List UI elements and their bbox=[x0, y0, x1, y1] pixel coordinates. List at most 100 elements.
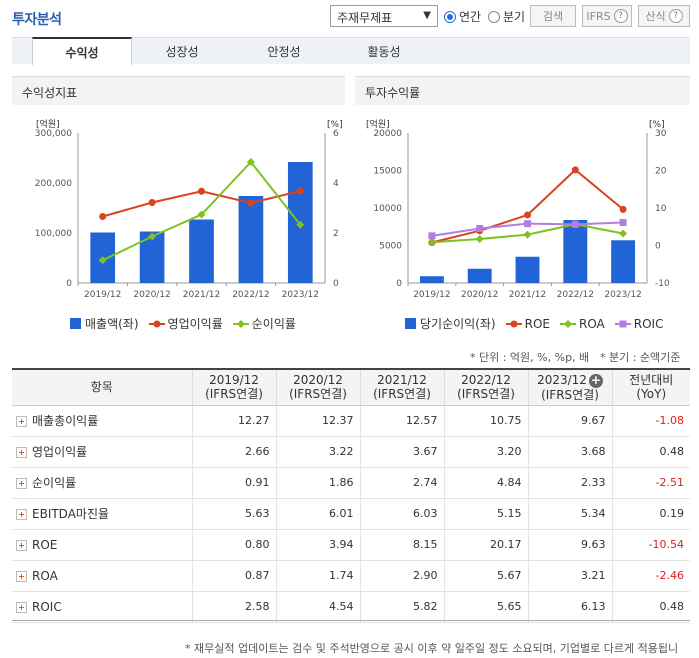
row-label: 순이익률 bbox=[32, 476, 77, 490]
value-cell: 6.03 bbox=[359, 498, 444, 530]
value-cell: 5.63 bbox=[191, 498, 276, 530]
tab-profitability[interactable]: 수익성 bbox=[32, 37, 132, 65]
x-tick-label: 2021/12 bbox=[509, 290, 546, 300]
row-label-cell[interactable]: ROIC bbox=[12, 591, 192, 623]
tab-growth[interactable]: 성장성 bbox=[132, 38, 232, 64]
expand-icon[interactable] bbox=[16, 509, 27, 520]
formula-button[interactable]: 산식 ? bbox=[638, 5, 690, 27]
radio-annual[interactable]: 연간 bbox=[444, 8, 481, 25]
data-point bbox=[296, 187, 304, 195]
row-label-cell[interactable]: ROE bbox=[12, 529, 192, 561]
expand-icon[interactable] bbox=[16, 416, 27, 427]
data-point bbox=[427, 238, 436, 247]
value-cell: 3.94 bbox=[275, 529, 360, 561]
value-cell: 5.65 bbox=[443, 591, 528, 623]
add-column-icon[interactable]: + bbox=[588, 372, 603, 388]
value-cell: 3.67 bbox=[359, 436, 444, 468]
header-yoy: 전년대비 (YoY) bbox=[611, 369, 690, 406]
table-header-row: 항목 2019/12 (IFRS연결) 2020/12 (IFRS연결) 2021/… bbox=[12, 369, 690, 406]
investment-return-chart-title: 투자수익률 bbox=[355, 77, 690, 105]
table-row: EBITDA마진율 5.63 6.01 6.03 5.15 5.34 0.19 bbox=[12, 498, 690, 530]
value-cell: 10.75 bbox=[443, 405, 528, 437]
help-icon: ? bbox=[668, 9, 683, 23]
y-tick-label-left: 100,000 bbox=[35, 229, 72, 239]
value-cell: 3.20 bbox=[443, 436, 528, 468]
row-label: ROE bbox=[32, 537, 58, 552]
expand-icon[interactable] bbox=[16, 447, 27, 458]
ifrs-button[interactable]: IFRS ? bbox=[582, 5, 632, 27]
data-point bbox=[619, 229, 628, 238]
investment-return-chart-panel: 투자수익률 [억원] [%] 20000 15000 10000 5000 0 30 20 10 0… bbox=[355, 76, 690, 338]
row-label: 영업이익률 bbox=[32, 445, 88, 459]
legend-line-swatch bbox=[505, 320, 522, 327]
expand-icon[interactable] bbox=[16, 478, 27, 489]
y-axis-unit-right: [%] bbox=[327, 120, 343, 130]
tab-label: 활동성 bbox=[367, 44, 401, 59]
row-label: ROIC bbox=[32, 599, 62, 614]
y-tick-label-left: 0 bbox=[66, 279, 72, 289]
y-tick-label-left: 10000 bbox=[373, 204, 402, 214]
bar bbox=[515, 256, 540, 283]
header-yoy-line1: 전년대비 bbox=[629, 373, 674, 388]
y-tick-label-left: 15000 bbox=[373, 167, 402, 177]
expand-icon[interactable] bbox=[16, 601, 27, 613]
header-col: 2020/12 (IFRS연결) bbox=[275, 369, 360, 406]
legend-item-sales[interactable]: 매출액(좌) bbox=[70, 315, 139, 332]
legend-item-operating-margin[interactable]: 영업이익률 bbox=[148, 315, 223, 332]
footer-note: * 재무실적 업데이트는 검수 및 주석반영으로 공시 이후 약 일주일 정도 … bbox=[185, 642, 679, 655]
statement-select[interactable]: 주재무제표 ▼ bbox=[330, 5, 438, 27]
tab-stability[interactable]: 안정성 bbox=[234, 38, 334, 64]
header-yoy-line2: (YoY) bbox=[636, 387, 667, 402]
radio-quarter[interactable]: 분기 bbox=[488, 8, 525, 25]
row-label-cell[interactable]: EBITDA마진율 bbox=[12, 498, 192, 530]
value-cell: 2.66 bbox=[191, 436, 276, 468]
legend-item-roa[interactable]: ROA bbox=[559, 317, 605, 331]
y-tick-label-right: 2 bbox=[333, 229, 339, 239]
data-point bbox=[524, 211, 531, 219]
header: 투자분석 주재무제표 ▼ 연간 분기 검색 IFRS ? 산식 ? bbox=[0, 0, 699, 34]
table-row: ROA 0.87 1.74 2.90 5.67 3.21 -2.46 bbox=[12, 560, 690, 592]
bar bbox=[563, 220, 588, 283]
data-point bbox=[247, 199, 255, 207]
y-tick-label-right: -10 bbox=[655, 279, 670, 289]
value-cell: 8.15 bbox=[359, 529, 444, 561]
legend-item-net-margin[interactable]: 순이익률 bbox=[232, 315, 296, 332]
tab-activity[interactable]: 활동성 bbox=[334, 38, 434, 64]
investment-return-chart: [억원] [%] 20000 15000 10000 5000 0 30 20 10 0 -10 201… bbox=[366, 118, 670, 300]
data-point bbox=[197, 210, 206, 219]
legend-item-roe[interactable]: ROE bbox=[505, 317, 550, 331]
x-tick-label: 2023/12 bbox=[604, 290, 641, 300]
row-label-cell[interactable]: 영업이익률 bbox=[12, 436, 192, 468]
table-bottom-divider bbox=[12, 620, 690, 621]
yoy-cell: -2.46 bbox=[611, 560, 690, 592]
quarter-note: * 분기 : 순액기준 bbox=[600, 351, 681, 364]
value-cell: 3.22 bbox=[275, 436, 360, 468]
legend-item-roic[interactable]: ROIC bbox=[614, 317, 663, 331]
data-point bbox=[148, 232, 157, 241]
row-label-cell[interactable]: ROA bbox=[12, 560, 192, 592]
yoy-cell: -10.54 bbox=[611, 529, 690, 561]
row-label-cell[interactable]: 순이익률 bbox=[12, 467, 192, 499]
expand-icon[interactable] bbox=[16, 570, 27, 582]
row-label: EBITDA마진율 bbox=[32, 507, 110, 521]
value-cell: 12.57 bbox=[359, 405, 444, 437]
ifrs-button-label: IFRS bbox=[586, 9, 611, 23]
row-label: 매출총이익률 bbox=[32, 414, 99, 428]
value-cell: 5.15 bbox=[443, 498, 528, 530]
row-label-cell[interactable]: 매출총이익률 bbox=[12, 405, 192, 437]
y-tick-label-right: 10 bbox=[655, 204, 667, 214]
radio-unselected-icon bbox=[488, 10, 500, 23]
legend-label: 매출액(좌) bbox=[85, 317, 139, 331]
value-cell: 1.74 bbox=[275, 560, 360, 592]
bar bbox=[238, 196, 264, 283]
legend-item-net-income[interactable]: 당기순이익(좌) bbox=[405, 315, 496, 332]
search-button[interactable]: 검색 bbox=[530, 5, 576, 27]
expand-icon[interactable] bbox=[16, 539, 27, 551]
data-point bbox=[571, 166, 579, 174]
data-point bbox=[475, 234, 484, 243]
profitability-chart: [억원] [%] 300,000 200,000 100,000 0 6 4 2 0 2019/12… bbox=[35, 118, 343, 300]
legend-line-swatch bbox=[614, 320, 631, 327]
value-cell: 0.87 bbox=[191, 560, 276, 592]
tab-label: 안정성 bbox=[267, 44, 301, 59]
y-axis-unit-left: [억원] bbox=[36, 118, 60, 130]
